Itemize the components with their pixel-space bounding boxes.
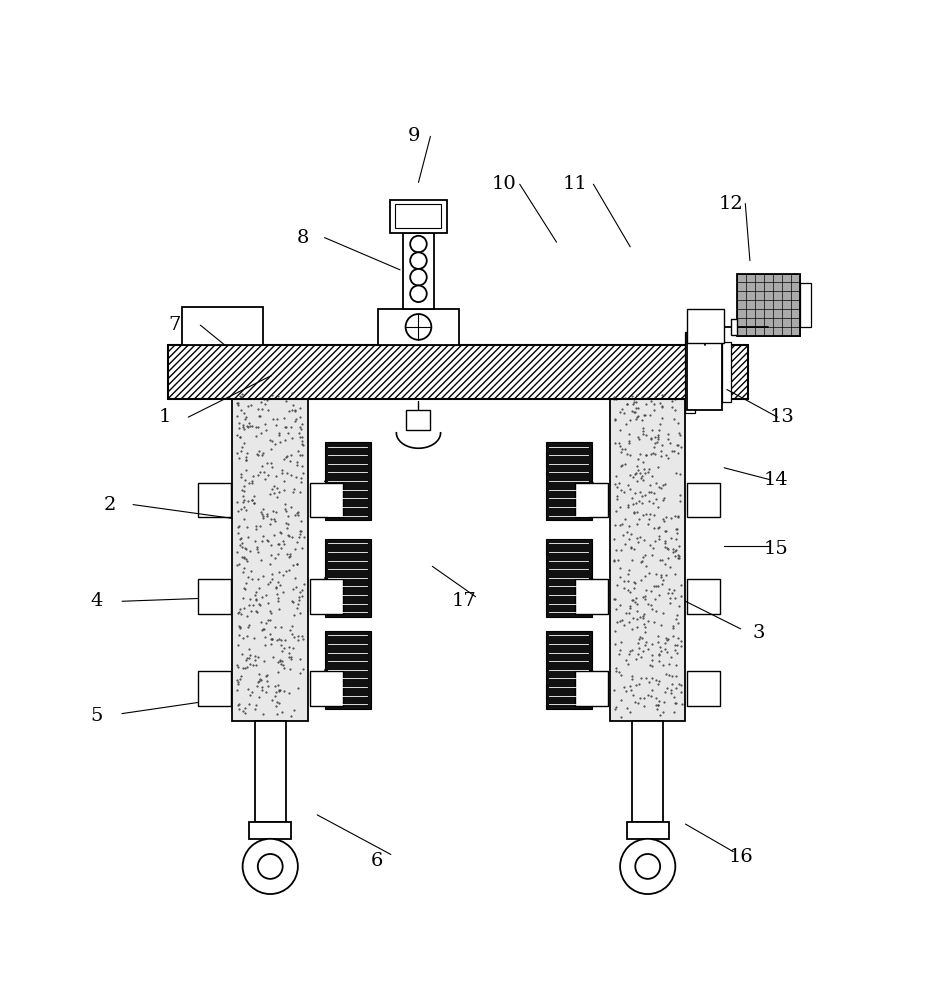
Text: 6: 6: [370, 852, 383, 870]
Text: 7: 7: [168, 316, 180, 334]
Bar: [729, 319, 736, 335]
Bar: [799, 283, 810, 327]
Circle shape: [619, 839, 675, 894]
Bar: [198, 483, 230, 517]
Circle shape: [410, 269, 426, 285]
Bar: [687, 579, 720, 614]
Text: 12: 12: [718, 195, 743, 213]
Bar: [574, 579, 608, 614]
Bar: [390, 200, 446, 233]
Bar: [182, 307, 263, 345]
Bar: [232, 390, 308, 721]
Bar: [687, 483, 720, 517]
Bar: [545, 631, 591, 709]
Text: 1: 1: [159, 408, 172, 426]
Bar: [168, 345, 747, 399]
Bar: [631, 721, 663, 822]
Text: 14: 14: [763, 471, 787, 489]
Bar: [324, 631, 370, 709]
Circle shape: [406, 314, 431, 340]
Text: 4: 4: [90, 592, 102, 610]
Circle shape: [635, 854, 660, 879]
Bar: [574, 671, 608, 706]
Bar: [378, 309, 458, 345]
Bar: [625, 822, 668, 839]
Text: 16: 16: [728, 848, 753, 866]
Text: 17: 17: [452, 592, 476, 610]
Circle shape: [410, 236, 426, 252]
Text: 10: 10: [491, 175, 516, 193]
Text: 11: 11: [562, 175, 586, 193]
Bar: [574, 483, 608, 517]
Text: 15: 15: [763, 540, 787, 558]
Text: 8: 8: [297, 229, 309, 247]
Bar: [687, 671, 720, 706]
Bar: [198, 671, 230, 706]
Bar: [736, 274, 799, 336]
Text: 2: 2: [104, 496, 116, 514]
Circle shape: [410, 252, 426, 269]
Bar: [545, 539, 591, 617]
Circle shape: [242, 839, 298, 894]
Bar: [198, 579, 230, 614]
Circle shape: [258, 854, 282, 879]
Bar: [685, 332, 694, 413]
Bar: [310, 579, 342, 614]
Bar: [324, 539, 370, 617]
Bar: [310, 483, 342, 517]
Bar: [395, 204, 441, 228]
Bar: [254, 721, 286, 822]
Bar: [545, 442, 591, 520]
Text: 3: 3: [752, 624, 765, 642]
Circle shape: [410, 285, 426, 302]
Bar: [403, 233, 433, 309]
Text: 13: 13: [769, 408, 793, 426]
Bar: [610, 390, 685, 721]
Bar: [721, 342, 729, 402]
Text: 5: 5: [90, 707, 102, 725]
Bar: [687, 334, 721, 410]
Bar: [406, 410, 430, 430]
Bar: [687, 309, 723, 343]
Bar: [249, 822, 291, 839]
Bar: [310, 671, 342, 706]
Text: 9: 9: [407, 127, 419, 145]
Bar: [324, 442, 370, 520]
